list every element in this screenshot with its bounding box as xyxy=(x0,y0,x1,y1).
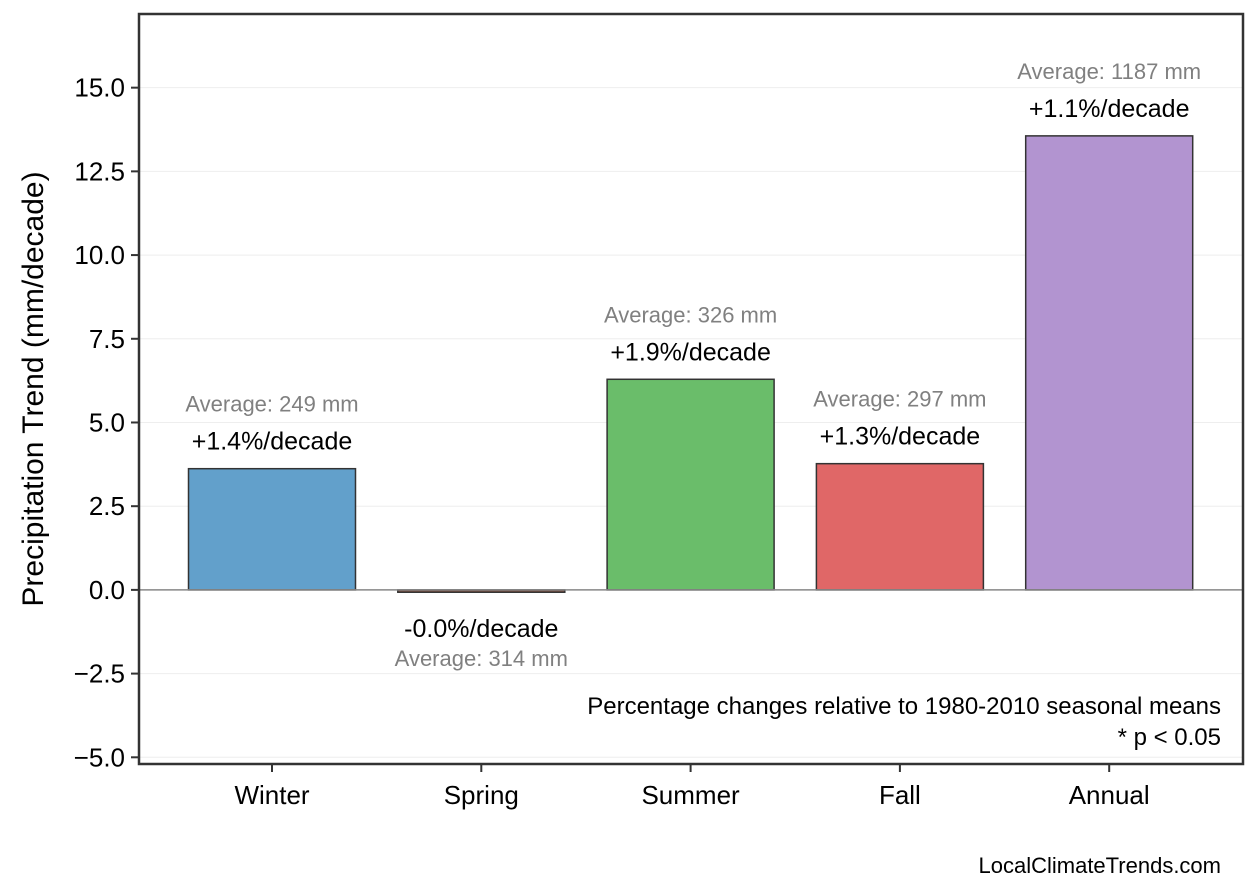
x-tick-label: Annual xyxy=(1069,780,1150,810)
average-label: Average: 249 mm xyxy=(185,392,358,417)
y-tick-label: −5.0 xyxy=(74,742,125,772)
percent-label: -0.0%/decade xyxy=(404,615,558,643)
y-tick-label: 7.5 xyxy=(89,324,125,354)
y-tick-label: 10.0 xyxy=(74,240,125,270)
credit-text: LocalClimateTrends.com xyxy=(979,853,1222,878)
y-tick-label: 0.0 xyxy=(89,575,125,605)
y-tick-label: 5.0 xyxy=(89,407,125,437)
average-label: Average: 297 mm xyxy=(813,387,986,412)
bar-labels: +1.4%/decade Average: 249 mm -0.0%/decade A… xyxy=(185,59,1201,671)
bar-winter xyxy=(187,467,357,591)
y-tick-label: 15.0 xyxy=(74,73,125,103)
y-axis: −5.0 −2.5 0.0 2.5 5.0 7.5 10.0 12.5 15.0 xyxy=(74,73,139,772)
x-tick-label: Fall xyxy=(879,780,921,810)
average-label: Average: 314 mm xyxy=(395,646,568,671)
bars xyxy=(187,135,1194,593)
x-axis: Winter Spring Summer Fall Annual xyxy=(234,764,1150,810)
annotation-note: Percentage changes relative to 1980-2010… xyxy=(587,693,1221,720)
bar-summer xyxy=(606,378,775,591)
x-tick-label: Summer xyxy=(641,780,740,810)
annotation-significance: * p < 0.05 xyxy=(1118,724,1221,751)
x-tick-label: Spring xyxy=(444,780,519,810)
average-label: Average: 1187 mm xyxy=(1017,59,1201,84)
percent-label: +1.4%/decade xyxy=(192,428,353,456)
bar-fall xyxy=(815,462,985,591)
average-label: Average: 326 mm xyxy=(604,302,777,327)
percent-label: +1.1%/decade xyxy=(1029,95,1190,123)
y-tick-label: −2.5 xyxy=(74,659,125,689)
bar-annual xyxy=(1024,135,1194,591)
x-tick-label: Winter xyxy=(234,780,309,810)
y-tick-label: 12.5 xyxy=(74,156,125,186)
y-tick-label: 2.5 xyxy=(89,491,125,521)
y-axis-label: Precipitation Trend (mm/decade) xyxy=(17,171,50,606)
percent-label: +1.3%/decade xyxy=(820,423,981,451)
percent-label: +1.9%/decade xyxy=(610,338,771,366)
